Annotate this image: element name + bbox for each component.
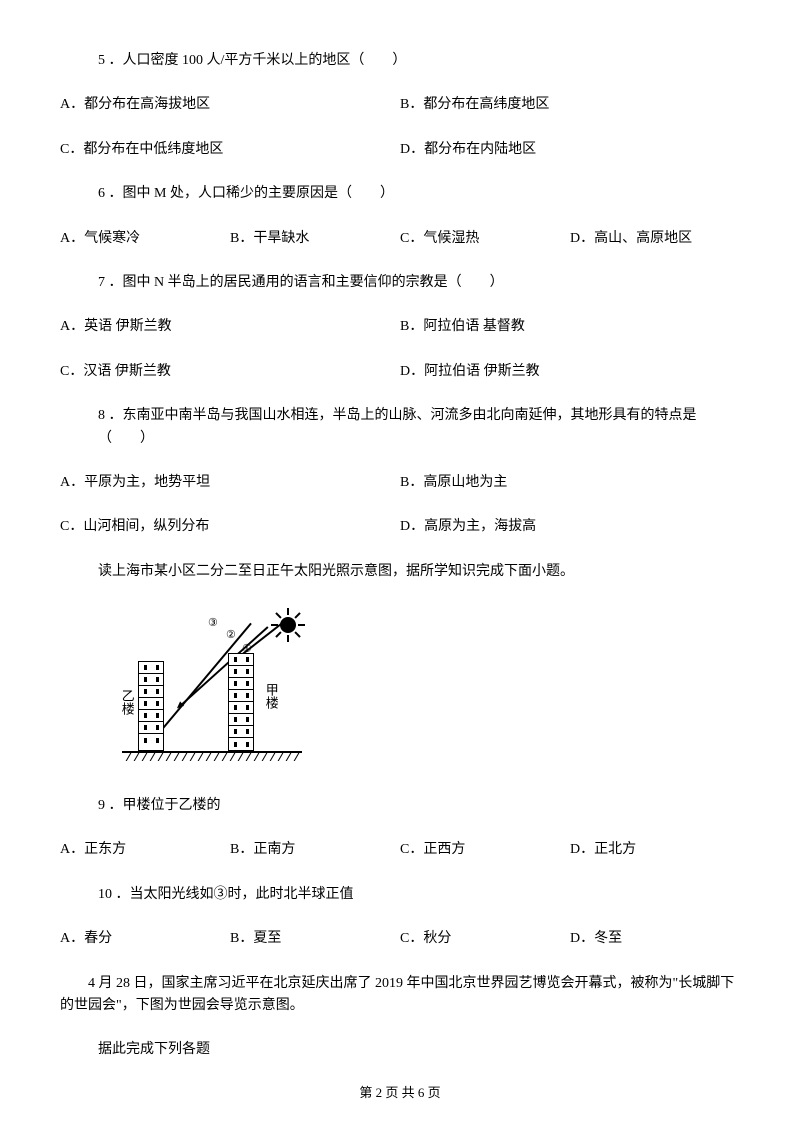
q8-opt-c: C．山河相间，纵列分布 <box>60 516 400 538</box>
q6-opt-b: B．干旱缺水 <box>230 228 400 250</box>
q5-opt-d: D．都分布在内陆地区 <box>400 139 740 161</box>
context-paragraph-3: 据此完成下列各题 <box>60 1039 740 1061</box>
q7-opt-b: B．阿拉伯语 基督教 <box>400 316 740 338</box>
q10-opt-b: B．夏至 <box>230 928 400 950</box>
question-text: 9 ．甲楼位于乙楼的 <box>98 798 221 813</box>
q7-options-row2: C．汉语 伊斯兰教 D．阿拉伯语 伊斯兰教 <box>60 361 740 383</box>
building-right <box>228 653 254 751</box>
question-text: 8 ．东南亚中南半岛与我国山水相连，半岛上的山脉、河流多由北向南延伸，其地形具有… <box>98 408 697 445</box>
question-text: 6 ．图中 M 处，人口稀少的主要原因是（ ） <box>98 186 394 201</box>
q8-opt-b: B．高原山地为主 <box>400 472 740 494</box>
q5-options-row1: A．都分布在高海拔地区 B．都分布在高纬度地区 <box>60 94 740 116</box>
q6-options: A．气候寒冷 B．干旱缺水 C．气候湿热 D．高山、高原地区 <box>60 228 740 250</box>
ground-hatch <box>122 753 302 761</box>
q10-opt-a: A．春分 <box>60 928 230 950</box>
question-text: 7 ．图中 N 半岛上的居民通用的语言和主要信仰的宗教是（ ） <box>98 275 504 290</box>
label-building-left: 乙楼 <box>116 689 137 715</box>
q5-opt-b: B．都分布在高纬度地区 <box>400 94 740 116</box>
q5-opt-c: C．都分布在中低纬度地区 <box>60 139 400 161</box>
q10-opt-c: C．秋分 <box>400 928 570 950</box>
q7-options-row1: A．英语 伊斯兰教 B．阿拉伯语 基督教 <box>60 316 740 338</box>
q5-opt-a: A．都分布在高海拔地区 <box>60 94 400 116</box>
question-7: 7 ．图中 N 半岛上的居民通用的语言和主要信仰的宗教是（ ） <box>60 272 740 294</box>
q7-opt-a: A．英语 伊斯兰教 <box>60 316 400 338</box>
q5-options-row2: C．都分布在中低纬度地区 D．都分布在内陆地区 <box>60 139 740 161</box>
q6-opt-d: D．高山、高原地区 <box>570 228 740 250</box>
q6-opt-c: C．气候湿热 <box>400 228 570 250</box>
q7-opt-d: D．阿拉伯语 伊斯兰教 <box>400 361 740 383</box>
q9-opt-c: C．正西方 <box>400 839 570 861</box>
q8-options-row2: C．山河相间，纵列分布 D．高原为主，海拔高 <box>60 516 740 538</box>
q6-opt-a: A．气候寒冷 <box>60 228 230 250</box>
q8-opt-a: A．平原为主，地势平坦 <box>60 472 400 494</box>
page-footer: 第 2 页 共 6 页 <box>0 1083 800 1104</box>
q9-opt-a: A．正东方 <box>60 839 230 861</box>
building-left <box>138 661 164 751</box>
question-5: 5 ．人口密度 100 人/平方千米以上的地区（ ） <box>60 50 740 72</box>
q7-opt-c: C．汉语 伊斯兰教 <box>60 361 400 383</box>
question-8: 8 ．东南亚中南半岛与我国山水相连，半岛上的山脉、河流多由北向南延伸，其地形具有… <box>60 405 740 450</box>
q9-opt-b: B．正南方 <box>230 839 400 861</box>
ray-line-2 <box>179 626 268 706</box>
label-building-right: 甲楼 <box>260 683 281 709</box>
question-6: 6 ．图中 M 处，人口稀少的主要原因是（ ） <box>60 183 740 205</box>
q10-opt-d: D．冬至 <box>570 928 740 950</box>
q8-opt-d: D．高原为主，海拔高 <box>400 516 740 538</box>
ray-label-3: ③ <box>208 615 218 633</box>
context-paragraph-1: 读上海市某小区二分二至日正午太阳光照示意图，据所学知识完成下面小题。 <box>60 561 740 583</box>
question-text: 10 ．当太阳光线如③时，此时北半球正值 <box>98 887 354 902</box>
q10-options: A．春分 B．夏至 C．秋分 D．冬至 <box>60 928 740 950</box>
question-text: 5 ．人口密度 100 人/平方千米以上的地区（ ） <box>98 53 406 68</box>
q8-options-row1: A．平原为主，地势平坦 B．高原山地为主 <box>60 472 740 494</box>
question-10: 10 ．当太阳光线如③时，此时北半球正值 <box>60 884 740 906</box>
question-9: 9 ．甲楼位于乙楼的 <box>60 795 740 817</box>
q9-options: A．正东方 B．正南方 C．正西方 D．正北方 <box>60 839 740 861</box>
q9-opt-d: D．正北方 <box>570 839 740 861</box>
sun-building-diagram: ① ② ③ 乙楼 甲楼 <box>120 605 320 765</box>
context-paragraph-2: 4 月 28 日，国家主席习近平在北京延庆出席了 2019 年中国北京世界园艺博… <box>60 973 740 1018</box>
